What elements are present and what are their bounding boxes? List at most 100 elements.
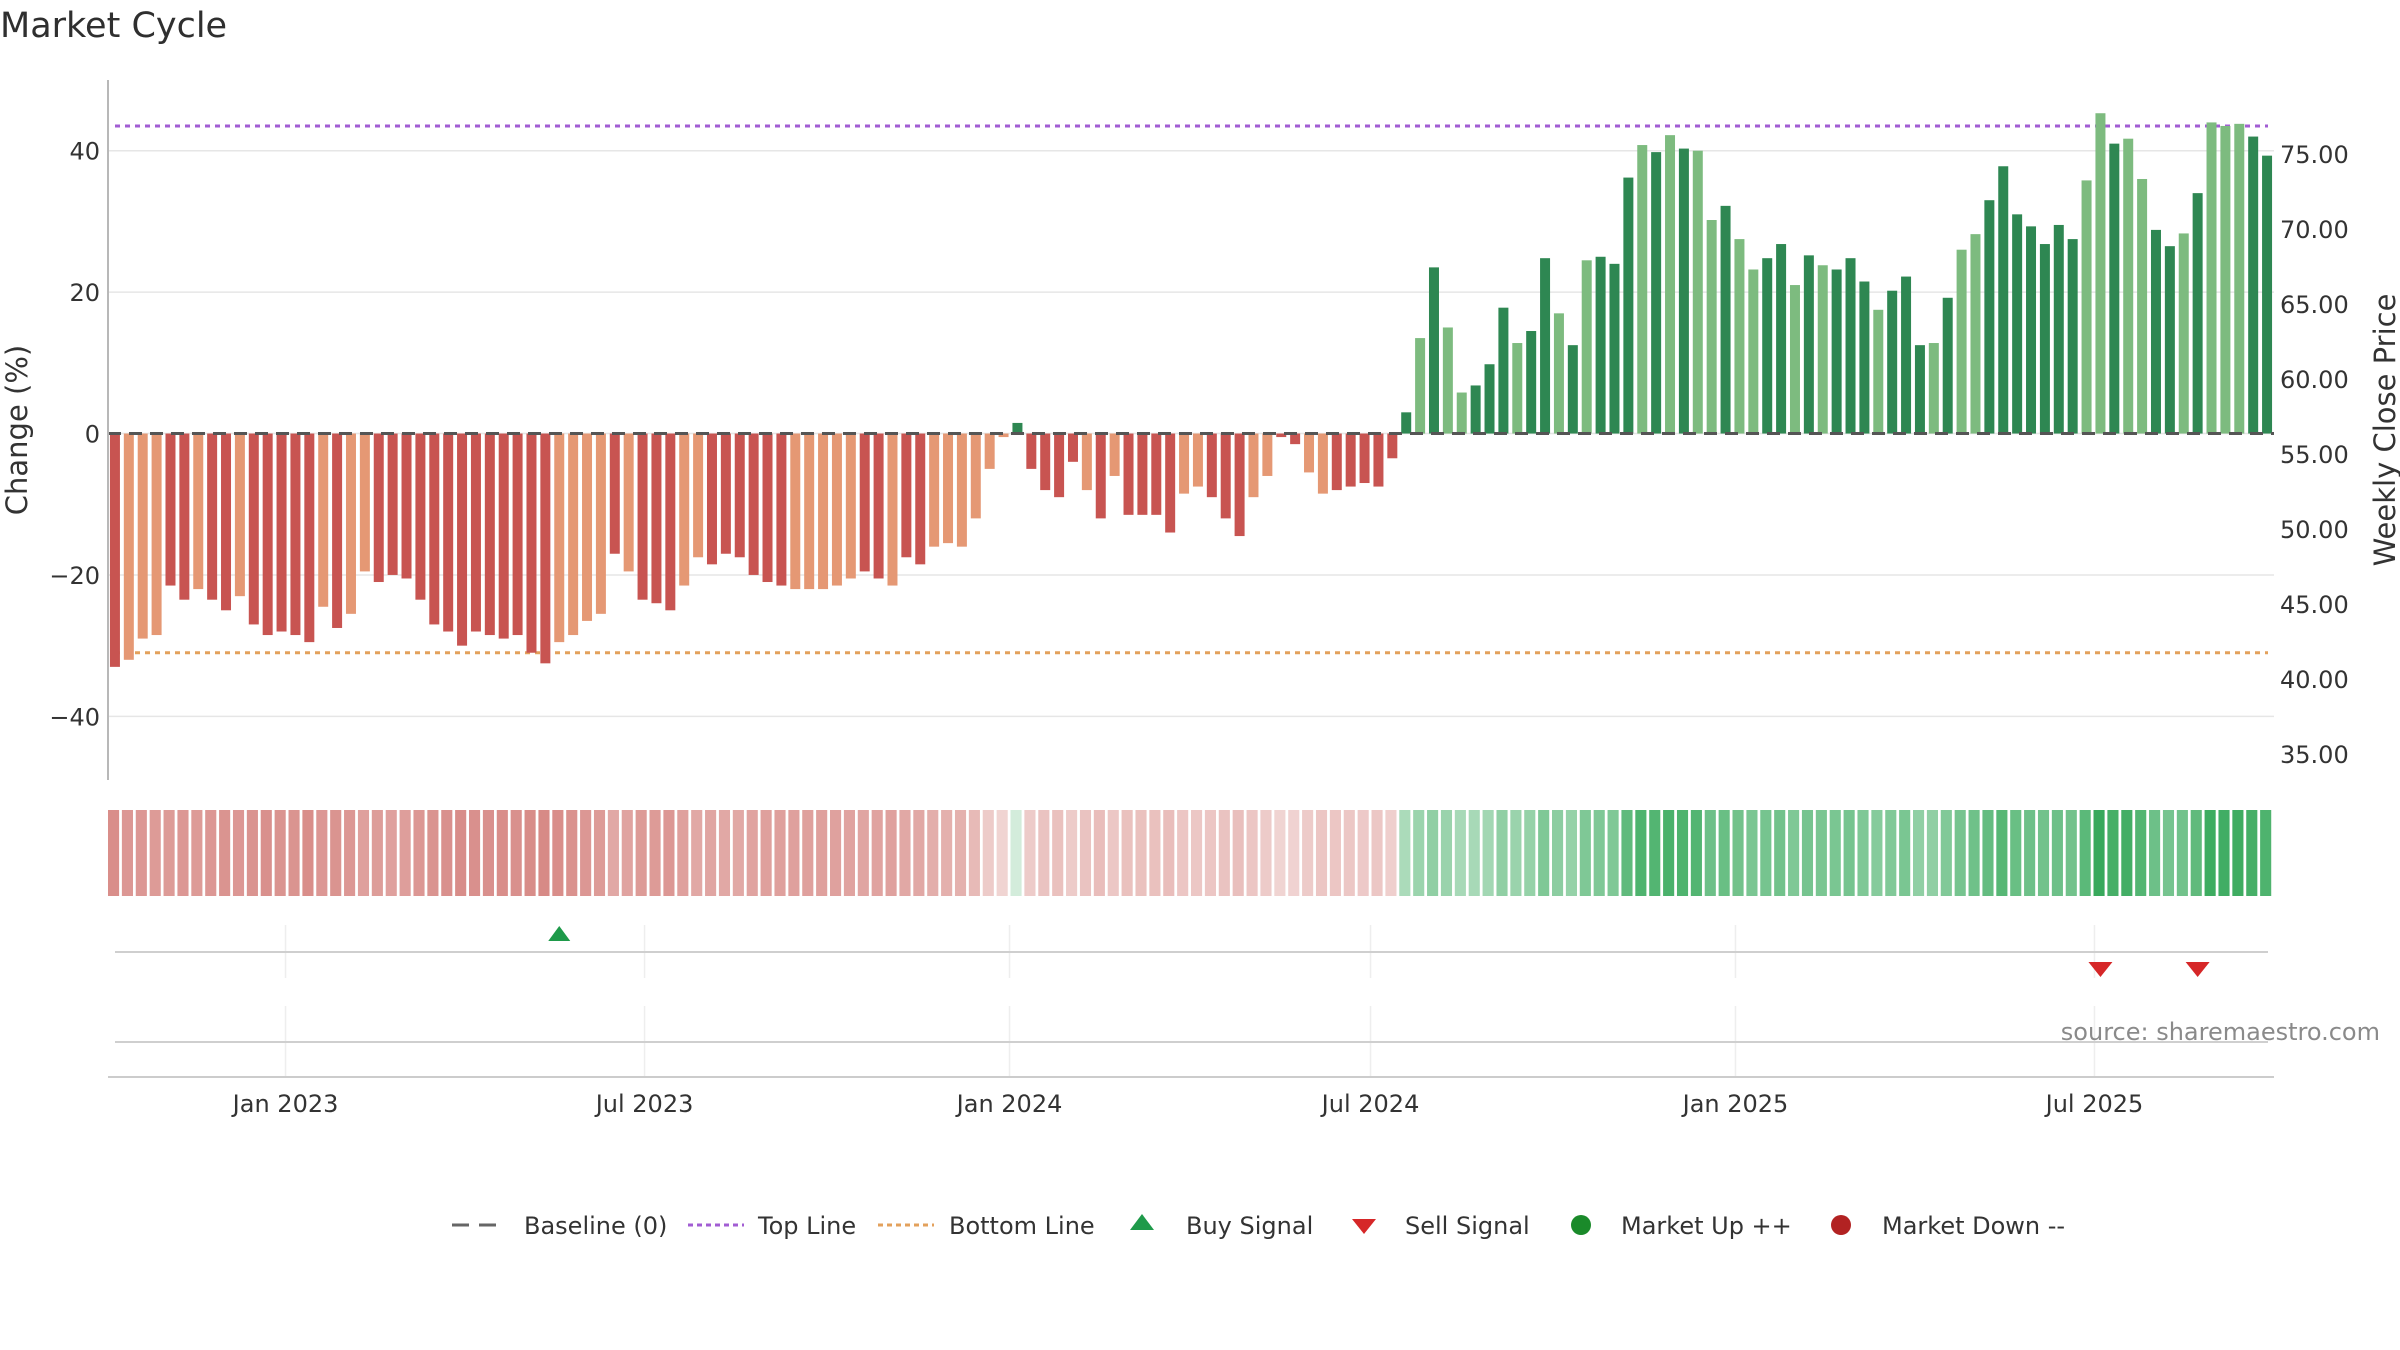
y2-tick-label: 65.00 — [2280, 291, 2349, 319]
change-bar — [457, 433, 468, 646]
cycle-strip-cell — [732, 810, 744, 896]
change-bar — [2081, 180, 2092, 434]
change-bar — [1192, 433, 1203, 487]
triangle-down-icon — [1352, 1219, 1376, 1234]
y-tick-label: −40 — [49, 703, 100, 731]
change-bar — [1789, 285, 1800, 434]
legend-label: Bottom Line — [949, 1212, 1095, 1240]
change-bar — [2164, 246, 2175, 434]
cycle-strip-cell — [857, 810, 869, 896]
cycle-strip-cell — [288, 810, 300, 896]
cycle-strip-cell — [1801, 810, 1814, 896]
cycle-strip-cell — [1996, 810, 2008, 896]
change-bar — [109, 433, 120, 667]
cycle-strip-cell — [649, 810, 661, 896]
cycle-strip-cell — [1385, 810, 1397, 896]
change-bar — [2095, 113, 2106, 434]
cycle-strip-cell — [2079, 810, 2091, 896]
cycle-strip-cell — [1954, 810, 1966, 896]
change-bar — [2012, 214, 2023, 434]
cycle-strip-cell — [135, 810, 147, 896]
cycle-strip-cell — [1191, 810, 1203, 896]
legend-item-baseline: Baseline (0) — [452, 1212, 667, 1240]
cycle-strip-cell — [1774, 810, 1786, 896]
change-bar — [984, 433, 995, 469]
cycle-strip-cell — [1663, 810, 1675, 896]
change-bar — [1290, 433, 1301, 445]
change-bar — [401, 433, 412, 579]
change-bar — [1623, 177, 1634, 434]
change-bar — [818, 433, 829, 590]
cycle-strip-cell — [1704, 810, 1716, 896]
y2-tick-label: 55.00 — [2280, 441, 2349, 469]
triangle-up-icon — [1130, 1214, 1154, 1230]
change-bar — [887, 433, 898, 586]
change-bar — [2123, 138, 2134, 434]
change-bar — [929, 433, 940, 547]
cycle-strip-cell — [677, 810, 689, 896]
change-bar — [262, 433, 273, 636]
change-bar — [2248, 136, 2259, 434]
cycle-strip-cell — [2051, 810, 2063, 896]
cycle-strip-cell — [1621, 810, 1633, 896]
change-bar — [790, 433, 801, 590]
change-bar — [706, 433, 717, 565]
cycle-strip-cell — [1676, 810, 1689, 896]
cycle-strip-cell — [1760, 810, 1772, 896]
change-bar — [915, 433, 926, 565]
cycle-strip-cell — [1579, 810, 1591, 896]
change-bar — [1512, 343, 1523, 434]
cycle-strip-cell — [1510, 810, 1522, 896]
change-bar — [1748, 269, 1759, 434]
change-bar — [415, 433, 426, 600]
change-bar — [1817, 265, 1828, 434]
cycle-strip-cell — [510, 810, 522, 896]
change-bar — [1248, 433, 1259, 498]
change-bar — [776, 433, 787, 586]
cycle-strip-cell — [2093, 810, 2105, 896]
cycle-strip-cell — [2218, 810, 2230, 896]
change-bar — [679, 433, 690, 586]
cycle-strip-cell — [538, 810, 550, 896]
change-bar — [582, 433, 593, 621]
legend-item-sell: Sell Signal — [1352, 1212, 1530, 1240]
change-bar — [1359, 433, 1370, 484]
cycle-strip-cell — [1274, 810, 1286, 896]
sell-signal-marker — [2088, 962, 2113, 977]
cycle-strip-cell — [344, 810, 356, 896]
cycle-strip-cell — [1815, 810, 1827, 896]
change-bar — [359, 433, 370, 572]
circle-icon — [1571, 1215, 1591, 1235]
cycle-strip-cell — [121, 810, 133, 896]
change-bar — [498, 433, 509, 639]
change-bar — [623, 433, 634, 572]
change-bar — [998, 433, 1009, 438]
change-bar — [595, 433, 606, 614]
cycle-strip-cell — [1163, 810, 1175, 896]
x-tick-label: Jan 2023 — [231, 1090, 339, 1118]
cycle-strip-cell — [1871, 810, 1883, 896]
legend-item-top: Top Line — [688, 1212, 856, 1240]
change-bar — [123, 433, 134, 660]
change-bar — [693, 433, 704, 558]
cycle-strip-cell — [246, 810, 258, 896]
legend-item-down: Market Down -- — [1831, 1212, 2065, 1240]
change-bar — [1720, 205, 1731, 434]
change-bar — [1831, 269, 1842, 434]
y-axis-title: Change (%) — [0, 345, 34, 515]
change-bar — [804, 433, 815, 590]
change-bar — [1803, 255, 1814, 434]
cycle-strip-cell — [1121, 810, 1133, 896]
cycle-strip-cell — [871, 810, 883, 896]
change-bar — [2206, 122, 2217, 434]
change-bar — [734, 433, 745, 558]
cycle-strip-cell — [2162, 810, 2175, 896]
y-tick-label: −20 — [49, 562, 100, 590]
cycle-strip-cell — [1093, 810, 1105, 896]
change-bar — [1317, 433, 1328, 494]
change-bar — [1415, 338, 1426, 434]
x-tick-label: Jan 2025 — [1681, 1090, 1789, 1118]
change-bar — [1484, 364, 1495, 434]
change-bar — [1678, 148, 1689, 434]
cycle-strip-cell — [441, 810, 453, 896]
